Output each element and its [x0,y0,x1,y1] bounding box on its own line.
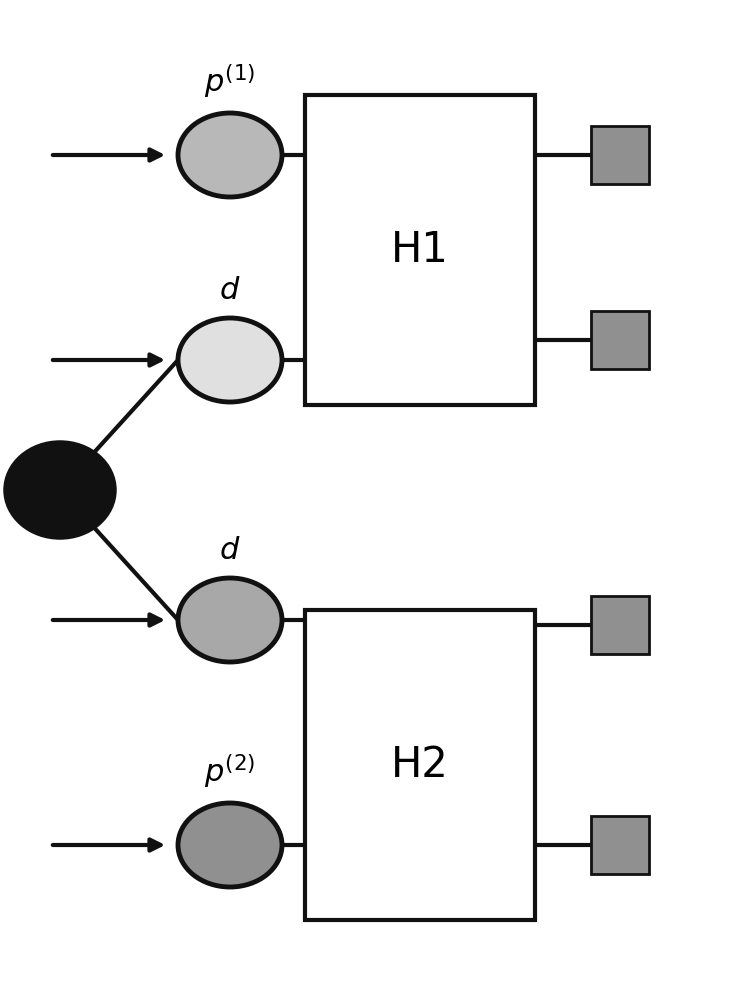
Text: H1: H1 [391,229,449,271]
Bar [591,311,649,369]
Text: $d$: $d$ [219,276,240,305]
Ellipse shape [178,803,282,887]
Bar [305,610,535,920]
Ellipse shape [178,318,282,402]
Bar [591,126,649,184]
Text: $p^{(2)}$: $p^{(2)}$ [204,752,256,790]
Ellipse shape [5,442,115,538]
Text: H2: H2 [391,744,449,786]
Bar [591,816,649,874]
Bar [305,95,535,405]
Bar [591,596,649,654]
Ellipse shape [178,578,282,662]
Text: $d$: $d$ [219,536,240,565]
Ellipse shape [178,113,282,197]
Text: $p^{(1)}$: $p^{(1)}$ [204,62,256,100]
